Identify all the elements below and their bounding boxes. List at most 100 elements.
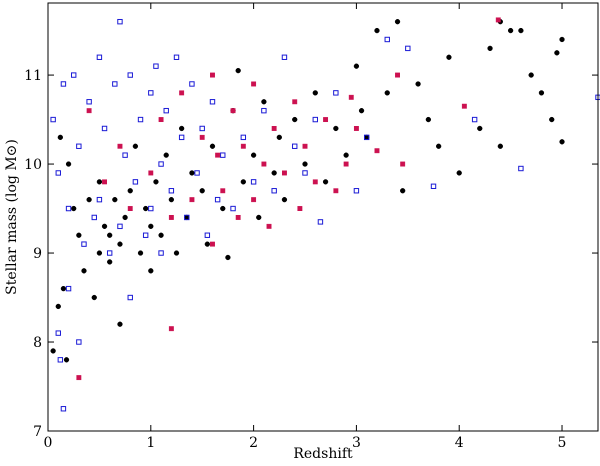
point xyxy=(96,179,103,185)
point xyxy=(261,99,267,105)
point xyxy=(127,188,133,194)
point xyxy=(394,19,401,25)
point xyxy=(261,107,267,114)
point xyxy=(122,152,128,158)
point xyxy=(271,188,277,194)
point xyxy=(210,72,215,78)
point xyxy=(333,90,339,96)
point xyxy=(168,196,175,203)
y-tick-label: 11 xyxy=(24,68,42,84)
point xyxy=(374,148,380,154)
point xyxy=(189,197,195,203)
point xyxy=(261,161,267,167)
point xyxy=(148,205,154,212)
point xyxy=(158,161,164,167)
point xyxy=(112,196,118,203)
point xyxy=(276,134,282,141)
point xyxy=(302,143,308,149)
point xyxy=(199,188,205,194)
point xyxy=(76,339,82,345)
point xyxy=(106,250,113,256)
point xyxy=(559,139,565,145)
point xyxy=(50,348,56,354)
point xyxy=(91,214,97,221)
x-tick-label: 1 xyxy=(146,435,155,451)
point xyxy=(497,143,503,149)
point xyxy=(214,196,221,203)
point xyxy=(271,126,277,131)
point xyxy=(292,116,298,123)
point xyxy=(148,170,154,176)
point xyxy=(178,134,185,141)
point xyxy=(251,197,257,203)
point xyxy=(235,67,241,74)
y-tick-label: 8 xyxy=(33,335,42,351)
x-tick-label: 0 xyxy=(44,435,53,451)
point xyxy=(225,254,231,261)
point xyxy=(117,241,123,247)
point xyxy=(132,179,139,185)
point xyxy=(107,232,113,238)
point xyxy=(132,143,139,149)
point xyxy=(91,294,97,301)
point xyxy=(178,125,185,132)
point xyxy=(538,90,545,96)
x-tick-label: 2 xyxy=(249,435,258,451)
point xyxy=(101,125,108,132)
point xyxy=(96,250,103,256)
point xyxy=(65,285,72,292)
point xyxy=(266,223,272,229)
point xyxy=(102,179,107,185)
point xyxy=(86,196,92,203)
point xyxy=(220,152,226,158)
x-tick-label: 3 xyxy=(352,435,361,451)
y-tick-label: 10 xyxy=(24,157,42,173)
point xyxy=(63,357,70,363)
point xyxy=(127,294,133,301)
point xyxy=(71,205,77,212)
point xyxy=(189,170,195,176)
point xyxy=(168,326,174,332)
point xyxy=(71,72,77,78)
point xyxy=(76,143,82,149)
point xyxy=(235,214,241,220)
point xyxy=(395,72,400,78)
point xyxy=(209,99,216,105)
point xyxy=(554,50,560,56)
y-tick-label: 7 xyxy=(33,424,42,440)
point xyxy=(168,214,174,220)
point xyxy=(446,54,452,60)
point xyxy=(400,161,406,167)
point xyxy=(137,250,144,256)
point xyxy=(220,188,226,194)
point xyxy=(215,152,221,158)
point xyxy=(76,375,82,381)
point xyxy=(343,152,349,158)
point xyxy=(153,179,159,185)
point xyxy=(297,206,303,211)
point xyxy=(107,259,113,265)
point xyxy=(65,205,72,212)
point xyxy=(230,108,236,114)
point xyxy=(163,107,169,114)
point xyxy=(436,143,442,149)
point xyxy=(507,27,514,34)
point xyxy=(158,117,164,123)
y-tick-label: 9 xyxy=(33,246,42,262)
y-axis-label: Stellar mass (log M⊙) xyxy=(4,139,20,295)
point xyxy=(81,241,87,247)
point xyxy=(302,161,308,167)
point xyxy=(292,99,298,105)
point xyxy=(358,108,365,114)
point xyxy=(495,17,501,23)
point xyxy=(179,90,185,96)
point xyxy=(518,27,524,34)
point xyxy=(199,125,205,132)
point xyxy=(430,183,437,190)
x-axis-label: Redshift xyxy=(293,446,353,462)
point xyxy=(96,196,103,203)
x-tick-label: 5 xyxy=(558,435,567,451)
point xyxy=(256,214,262,221)
point xyxy=(81,268,87,274)
